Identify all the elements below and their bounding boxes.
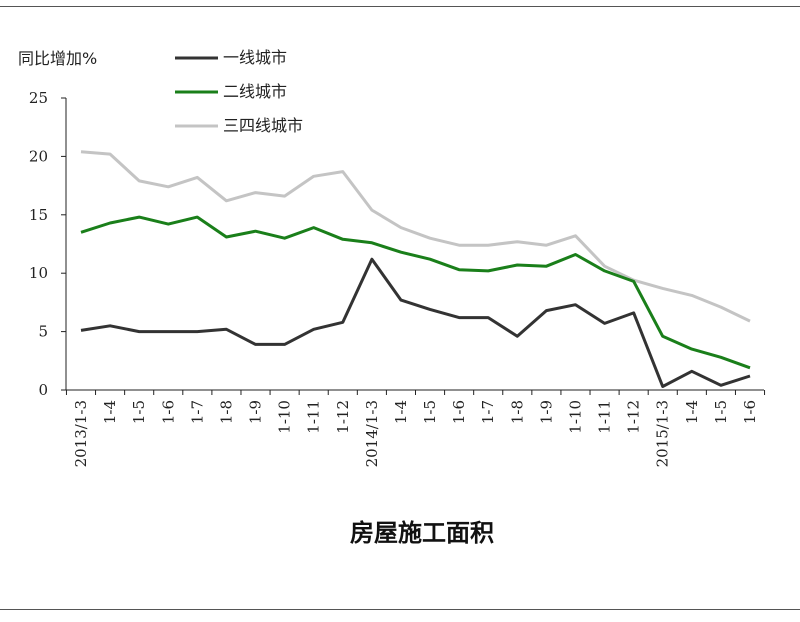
x-tick-label: 1-4 bbox=[392, 400, 410, 424]
x-tick-label: 1-6 bbox=[741, 400, 759, 424]
x-tick-label: 1-7 bbox=[188, 400, 206, 424]
y-tick-label: 20 bbox=[29, 147, 48, 165]
legend-label: 二线城市 bbox=[223, 82, 287, 101]
x-tick-label: 1-10 bbox=[566, 400, 584, 434]
chart-title: 房屋施工面积 bbox=[350, 519, 494, 547]
x-tick-label: 1-11 bbox=[305, 400, 323, 434]
bottom-border bbox=[0, 609, 800, 610]
y-tick-label: 25 bbox=[29, 89, 48, 107]
y-tick-label: 5 bbox=[38, 323, 48, 341]
x-tick-label: 2013/1-3 bbox=[72, 400, 90, 467]
y-tick-label: 0 bbox=[38, 381, 48, 399]
x-tick-label: 1-6 bbox=[159, 400, 177, 424]
series-line-3 bbox=[80, 150, 751, 323]
y-tick-label: 15 bbox=[29, 206, 48, 224]
x-tick-label: 1-6 bbox=[450, 400, 468, 424]
x-tick-label: 1-7 bbox=[479, 400, 497, 424]
x-tick-label: 1-11 bbox=[596, 400, 614, 434]
x-tick-label: 2014/1-3 bbox=[363, 400, 381, 467]
series-line-1 bbox=[80, 257, 751, 388]
x-tick-label: 1-12 bbox=[334, 400, 352, 434]
top-border bbox=[0, 6, 800, 7]
y-tick-label: 10 bbox=[29, 264, 48, 282]
series-line-2 bbox=[80, 215, 751, 370]
legend-label: 一线城市 bbox=[223, 48, 287, 67]
x-tick-label: 1-5 bbox=[130, 400, 148, 424]
x-tick-label: 1-12 bbox=[625, 400, 643, 434]
series-lines bbox=[80, 150, 751, 388]
x-tick-label: 1-4 bbox=[683, 400, 701, 424]
x-tick-label: 1-9 bbox=[537, 400, 555, 424]
x-tick-label: 1-10 bbox=[276, 400, 294, 434]
x-tick-label: 1-5 bbox=[712, 400, 730, 424]
x-tick-label: 1-4 bbox=[101, 400, 119, 424]
axes: 0 5 10 15 20 25 2013/1-3 1-4 1-5 1-6 1-7 1-8 1-9 1-10… bbox=[29, 89, 766, 467]
x-tick-label: 1-5 bbox=[421, 400, 439, 424]
x-tick-label: 1-8 bbox=[508, 400, 526, 424]
x-tick-label: 2015/1-3 bbox=[654, 400, 672, 467]
x-tick-label: 1-9 bbox=[247, 400, 265, 424]
legend-label: 三四线城市 bbox=[223, 116, 303, 135]
y-axis-label: 同比增加% bbox=[18, 49, 97, 68]
x-tick-label: 1-8 bbox=[217, 400, 235, 424]
